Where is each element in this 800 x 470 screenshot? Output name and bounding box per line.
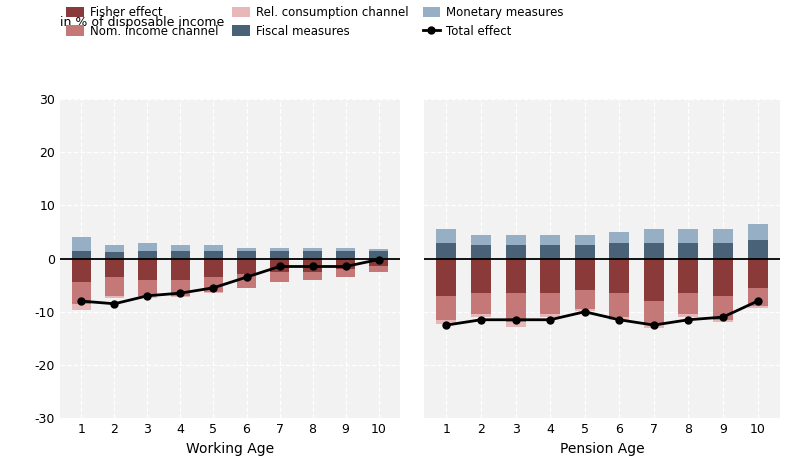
Bar [204, 277, 223, 292]
Bar [336, 258, 355, 269]
Bar [336, 269, 355, 277]
Bar [644, 325, 664, 328]
Bar [237, 251, 256, 258]
Bar [713, 296, 733, 320]
Bar [540, 258, 560, 293]
Bar [336, 248, 355, 251]
Bar [171, 251, 190, 258]
Bar [72, 258, 91, 282]
Bar [138, 280, 157, 296]
Bar [138, 243, 157, 251]
Bar [303, 248, 322, 251]
Bar [138, 258, 157, 280]
Bar [369, 258, 388, 266]
Bar [471, 235, 491, 245]
Bar [678, 229, 698, 243]
Bar [713, 229, 733, 243]
Bar [574, 258, 594, 290]
Bar [369, 266, 388, 272]
Bar [171, 245, 190, 251]
Bar [204, 251, 223, 258]
Bar [471, 245, 491, 258]
Bar [336, 251, 355, 258]
Bar [303, 251, 322, 258]
Bar [270, 258, 289, 272]
Bar [270, 251, 289, 258]
Legend: Fisher effect, Nom. income channel, Rel. consumption channel, Fiscal measures, M: Fisher effect, Nom. income channel, Rel.… [66, 6, 564, 38]
Bar [72, 251, 91, 258]
Bar [437, 229, 457, 243]
Bar [540, 235, 560, 245]
Bar [678, 293, 698, 314]
Bar [747, 224, 767, 240]
Bar [437, 296, 457, 320]
Bar [574, 245, 594, 258]
Bar [138, 296, 157, 298]
Bar [204, 258, 223, 277]
Bar [506, 293, 526, 322]
Bar [237, 258, 256, 274]
Bar [610, 232, 630, 243]
Bar [171, 296, 190, 298]
Bar [610, 243, 630, 258]
Bar [644, 243, 664, 258]
Bar [540, 245, 560, 258]
Bar [713, 243, 733, 258]
Bar [369, 251, 388, 258]
Bar [747, 288, 767, 306]
Bar [610, 258, 630, 293]
Bar [506, 235, 526, 245]
Bar [72, 304, 91, 310]
Bar [574, 309, 594, 311]
Bar [471, 258, 491, 293]
Bar [747, 258, 767, 288]
Bar [678, 258, 698, 293]
Bar [574, 290, 594, 309]
Bar [678, 314, 698, 317]
Bar [540, 293, 560, 314]
Bar [303, 272, 322, 280]
Bar [506, 245, 526, 258]
Bar [204, 245, 223, 251]
Bar [678, 243, 698, 258]
Bar [105, 258, 124, 277]
Bar [471, 314, 491, 317]
Bar [437, 243, 457, 258]
Bar [644, 229, 664, 243]
Bar [171, 280, 190, 296]
Bar [204, 292, 223, 293]
Bar [471, 293, 491, 314]
X-axis label: Working Age: Working Age [186, 442, 274, 456]
Bar [506, 258, 526, 293]
Bar [138, 251, 157, 258]
Bar [713, 258, 733, 296]
Bar [72, 237, 91, 251]
Bar [369, 249, 388, 251]
Bar [237, 248, 256, 251]
Text: in % of disposable income: in % of disposable income [60, 16, 224, 30]
Bar [105, 245, 124, 251]
Bar [747, 306, 767, 308]
Bar [270, 248, 289, 251]
Bar [610, 317, 630, 320]
Bar [713, 320, 733, 322]
Bar [437, 320, 457, 324]
Bar [72, 282, 91, 304]
Bar [644, 258, 664, 301]
Bar [237, 274, 256, 288]
Bar [105, 251, 124, 258]
Bar [644, 301, 664, 325]
Bar [540, 314, 560, 317]
Bar [270, 272, 289, 282]
Bar [610, 293, 630, 317]
Bar [105, 296, 124, 298]
Bar [303, 258, 322, 272]
Bar [437, 258, 457, 296]
Bar [171, 258, 190, 280]
Bar [574, 235, 594, 245]
Bar [747, 240, 767, 259]
Bar [506, 322, 526, 327]
Bar [105, 277, 124, 296]
X-axis label: Pension Age: Pension Age [560, 442, 644, 456]
